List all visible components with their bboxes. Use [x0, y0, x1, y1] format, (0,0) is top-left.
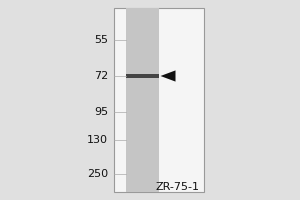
- Text: 55: 55: [94, 35, 108, 45]
- Text: 95: 95: [94, 107, 108, 117]
- Bar: [114, 8, 204, 192]
- Text: 250: 250: [87, 169, 108, 179]
- Text: ZR-75-1: ZR-75-1: [155, 182, 199, 192]
- Polygon shape: [160, 70, 175, 82]
- Text: 130: 130: [87, 135, 108, 145]
- Text: 72: 72: [94, 71, 108, 81]
- Bar: [126, 8, 159, 192]
- Bar: [126, 74, 159, 78]
